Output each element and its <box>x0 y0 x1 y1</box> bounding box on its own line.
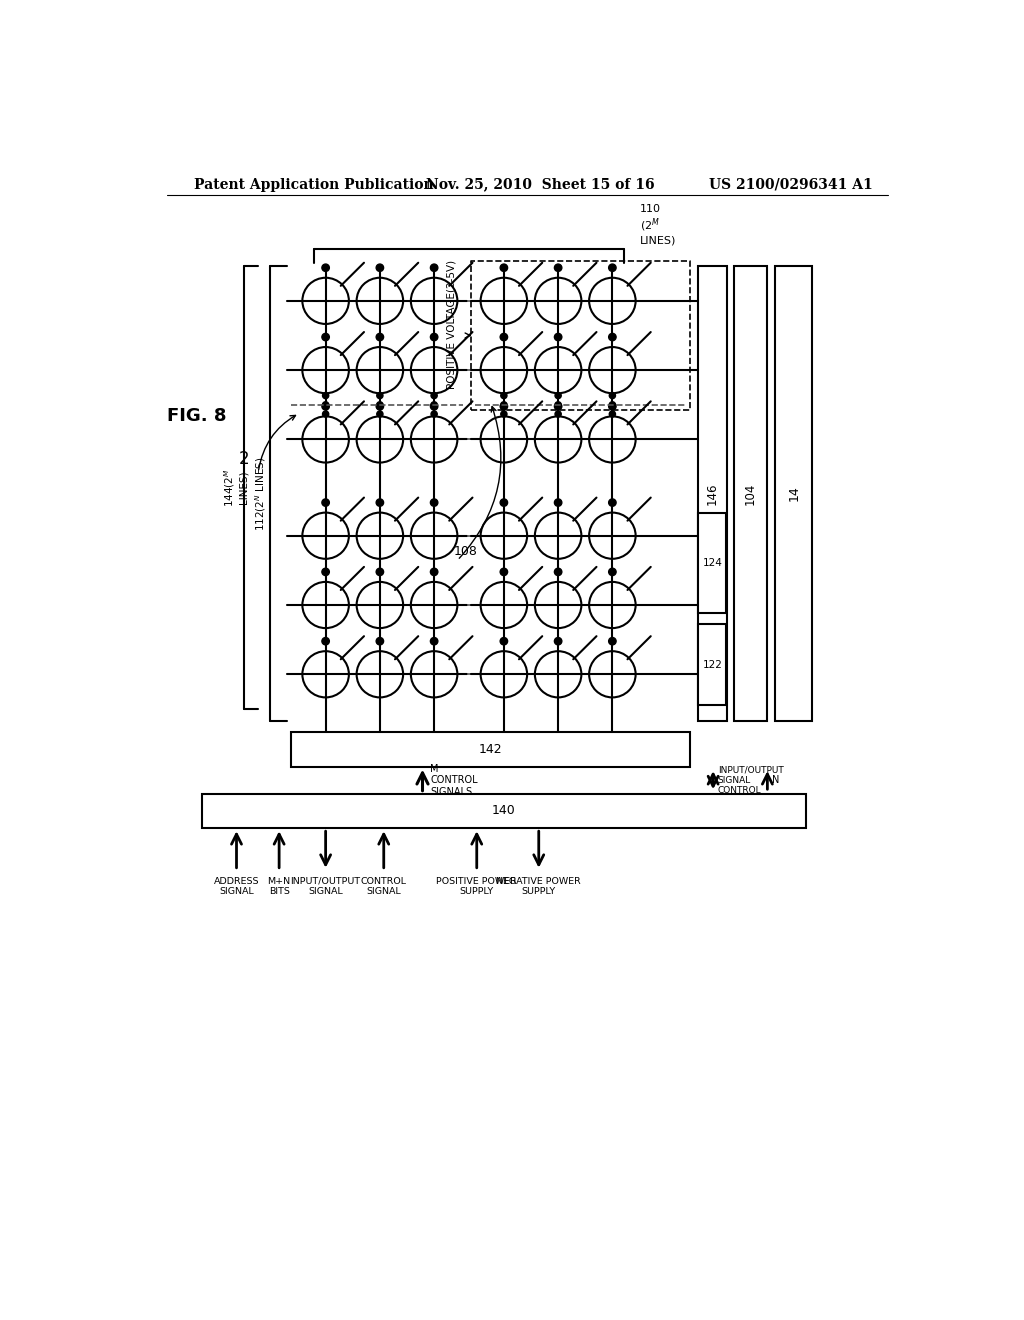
Circle shape <box>555 411 561 417</box>
Circle shape <box>323 401 329 408</box>
Circle shape <box>376 568 384 576</box>
Bar <box>202 793 806 829</box>
Text: 112(2$^N$ LINES): 112(2$^N$ LINES) <box>253 457 268 531</box>
Circle shape <box>554 334 562 341</box>
Text: 146: 146 <box>706 482 719 504</box>
Circle shape <box>431 401 437 408</box>
Circle shape <box>430 568 438 576</box>
Circle shape <box>430 334 438 341</box>
Circle shape <box>500 638 508 645</box>
Circle shape <box>501 411 507 417</box>
Circle shape <box>608 334 616 341</box>
Circle shape <box>322 334 330 341</box>
Text: ADDRESS
SIGNAL: ADDRESS SIGNAL <box>214 876 259 896</box>
Circle shape <box>554 264 562 272</box>
Circle shape <box>376 499 384 507</box>
Text: Patent Application Publication: Patent Application Publication <box>194 178 433 191</box>
Circle shape <box>554 568 562 576</box>
Circle shape <box>608 264 616 272</box>
Circle shape <box>500 403 508 411</box>
Text: M+N
BITS: M+N BITS <box>267 876 291 896</box>
Bar <box>775 267 812 721</box>
Text: Nov. 25, 2010  Sheet 15 of 16: Nov. 25, 2010 Sheet 15 of 16 <box>426 178 655 191</box>
Circle shape <box>500 264 508 272</box>
Circle shape <box>608 568 616 576</box>
Bar <box>698 624 726 705</box>
Circle shape <box>376 638 384 645</box>
Circle shape <box>501 401 507 408</box>
Text: INPUT/OUTPUT
SIGNAL: INPUT/OUTPUT SIGNAL <box>291 876 360 896</box>
Circle shape <box>554 638 562 645</box>
Circle shape <box>609 401 615 408</box>
Text: POSITIVE VOLTAGE(2-5V): POSITIVE VOLTAGE(2-5V) <box>446 260 457 388</box>
Circle shape <box>323 411 329 417</box>
Circle shape <box>323 392 329 399</box>
Text: 110
(2$^M$
LINES): 110 (2$^M$ LINES) <box>640 203 676 246</box>
Text: INPUT/OUTPUT
SIGNAL
CONTROL: INPUT/OUTPUT SIGNAL CONTROL <box>718 766 783 795</box>
Text: 108: 108 <box>454 545 477 557</box>
Text: 2: 2 <box>239 450 250 467</box>
Circle shape <box>322 499 330 507</box>
Text: 122: 122 <box>702 660 722 669</box>
Text: 142: 142 <box>478 743 502 756</box>
Bar <box>698 512 726 612</box>
Text: 104: 104 <box>743 482 757 504</box>
Text: M
CONTROL
SIGNALS: M CONTROL SIGNALS <box>430 763 478 797</box>
Circle shape <box>377 392 383 399</box>
Circle shape <box>500 568 508 576</box>
Circle shape <box>500 499 508 507</box>
Circle shape <box>322 568 330 576</box>
Text: US 2100/0296341 A1: US 2100/0296341 A1 <box>710 178 873 191</box>
Circle shape <box>322 264 330 272</box>
Circle shape <box>322 403 330 411</box>
Circle shape <box>555 392 561 399</box>
Circle shape <box>430 403 438 411</box>
Circle shape <box>322 638 330 645</box>
Circle shape <box>430 638 438 645</box>
Text: POSITIVE POWER
SUPPLY: POSITIVE POWER SUPPLY <box>436 876 517 896</box>
Text: N: N <box>772 775 779 785</box>
Circle shape <box>501 392 507 399</box>
Text: 140: 140 <box>492 804 516 817</box>
Circle shape <box>608 499 616 507</box>
Bar <box>291 733 690 767</box>
Text: FIG. 8: FIG. 8 <box>167 408 226 425</box>
Text: CONTROL
SIGNAL: CONTROL SIGNAL <box>360 876 407 896</box>
Circle shape <box>376 403 384 411</box>
Circle shape <box>554 499 562 507</box>
Circle shape <box>376 264 384 272</box>
Circle shape <box>555 401 561 408</box>
Text: 14: 14 <box>787 486 800 502</box>
Circle shape <box>430 264 438 272</box>
Circle shape <box>609 411 615 417</box>
Text: 124: 124 <box>702 557 722 568</box>
Text: NEGATIVE POWER
SUPPLY: NEGATIVE POWER SUPPLY <box>497 876 582 896</box>
Circle shape <box>431 411 437 417</box>
Circle shape <box>554 403 562 411</box>
Bar <box>697 267 727 721</box>
Bar <box>734 267 767 721</box>
Circle shape <box>608 638 616 645</box>
Circle shape <box>376 334 384 341</box>
Circle shape <box>430 499 438 507</box>
Circle shape <box>500 334 508 341</box>
Circle shape <box>431 392 437 399</box>
Text: 144(2$^M$
LINES): 144(2$^M$ LINES) <box>222 469 248 507</box>
Circle shape <box>609 392 615 399</box>
Circle shape <box>377 401 383 408</box>
Circle shape <box>608 403 616 411</box>
Circle shape <box>377 411 383 417</box>
